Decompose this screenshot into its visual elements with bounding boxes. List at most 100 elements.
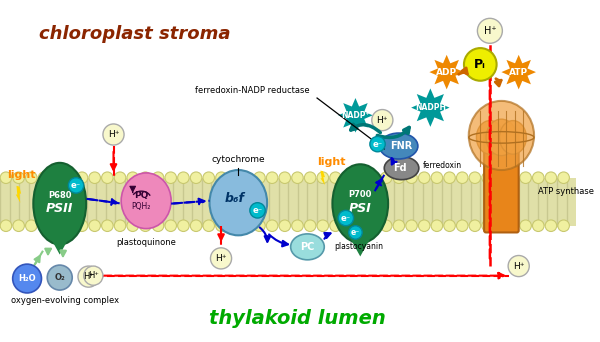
Circle shape [545, 220, 557, 232]
Text: PSI: PSI [349, 202, 371, 215]
Circle shape [13, 220, 25, 232]
Text: P680: P680 [48, 190, 71, 199]
Circle shape [304, 220, 316, 232]
Circle shape [101, 220, 113, 232]
FancyBboxPatch shape [0, 178, 576, 226]
Circle shape [418, 172, 430, 183]
Circle shape [418, 220, 430, 232]
Circle shape [482, 220, 493, 232]
Circle shape [89, 172, 100, 183]
Circle shape [330, 172, 341, 183]
Circle shape [178, 220, 189, 232]
FancyBboxPatch shape [484, 133, 518, 233]
Circle shape [103, 124, 124, 145]
Text: ATP: ATP [509, 68, 528, 77]
Circle shape [254, 220, 265, 232]
Text: O₂: O₂ [55, 273, 65, 282]
Circle shape [250, 203, 265, 218]
Ellipse shape [121, 173, 171, 228]
Circle shape [406, 220, 417, 232]
Circle shape [215, 220, 227, 232]
Circle shape [494, 172, 506, 183]
Circle shape [355, 172, 367, 183]
Circle shape [380, 172, 392, 183]
Text: cytochrome: cytochrome [212, 155, 265, 165]
Circle shape [241, 220, 253, 232]
Circle shape [26, 220, 37, 232]
Text: NADP⁺: NADP⁺ [341, 111, 370, 120]
Circle shape [89, 220, 100, 232]
Ellipse shape [34, 163, 86, 245]
Circle shape [464, 48, 497, 81]
Circle shape [114, 220, 126, 232]
Circle shape [152, 220, 164, 232]
Circle shape [64, 172, 75, 183]
Text: plastocyanin: plastocyanin [334, 242, 383, 251]
Text: H⁺: H⁺ [83, 272, 94, 281]
Text: ferredoxin-NADP reductase: ferredoxin-NADP reductase [196, 86, 310, 95]
Circle shape [140, 172, 151, 183]
Ellipse shape [499, 121, 526, 154]
Circle shape [127, 220, 139, 232]
Circle shape [229, 220, 240, 232]
Text: H⁺: H⁺ [108, 130, 119, 139]
Text: H⁺: H⁺ [215, 254, 227, 263]
Circle shape [165, 220, 176, 232]
Circle shape [533, 172, 544, 183]
Circle shape [215, 172, 227, 183]
Circle shape [127, 172, 139, 183]
Text: e⁻: e⁻ [253, 206, 263, 215]
Circle shape [343, 220, 354, 232]
Circle shape [343, 172, 354, 183]
Circle shape [317, 220, 329, 232]
Circle shape [26, 172, 37, 183]
Text: PQ: PQ [134, 190, 149, 199]
Circle shape [380, 220, 392, 232]
Text: plastoquinone: plastoquinone [116, 238, 176, 247]
Circle shape [368, 220, 379, 232]
Text: e⁻: e⁻ [341, 213, 351, 223]
Circle shape [211, 248, 232, 269]
Circle shape [51, 220, 62, 232]
Ellipse shape [332, 164, 388, 243]
Circle shape [482, 172, 493, 183]
Circle shape [338, 210, 353, 226]
Circle shape [140, 220, 151, 232]
Circle shape [508, 255, 529, 277]
Text: H⁺: H⁺ [513, 262, 524, 271]
Circle shape [68, 178, 84, 193]
Circle shape [13, 172, 25, 183]
Circle shape [165, 172, 176, 183]
Text: PQH₂: PQH₂ [131, 202, 151, 211]
Polygon shape [16, 186, 21, 203]
Polygon shape [430, 55, 464, 89]
Circle shape [76, 172, 88, 183]
Circle shape [368, 172, 379, 183]
Circle shape [431, 220, 443, 232]
Ellipse shape [486, 119, 517, 156]
Polygon shape [411, 89, 449, 127]
Circle shape [241, 172, 253, 183]
Circle shape [444, 220, 455, 232]
Text: e⁻: e⁻ [373, 140, 383, 149]
Polygon shape [338, 98, 373, 133]
Circle shape [0, 220, 12, 232]
Ellipse shape [476, 121, 503, 154]
Ellipse shape [384, 157, 419, 180]
Circle shape [78, 266, 99, 287]
Circle shape [406, 172, 417, 183]
Circle shape [507, 220, 518, 232]
Circle shape [558, 220, 569, 232]
Circle shape [203, 220, 215, 232]
Text: NADPH: NADPH [415, 103, 446, 112]
Circle shape [431, 172, 443, 183]
Circle shape [0, 172, 12, 183]
Ellipse shape [209, 170, 267, 235]
Circle shape [520, 220, 532, 232]
Polygon shape [502, 55, 536, 89]
Text: ATP synthase: ATP synthase [538, 187, 594, 196]
Circle shape [47, 265, 72, 290]
Circle shape [393, 220, 404, 232]
Polygon shape [350, 239, 370, 256]
Ellipse shape [290, 234, 324, 260]
